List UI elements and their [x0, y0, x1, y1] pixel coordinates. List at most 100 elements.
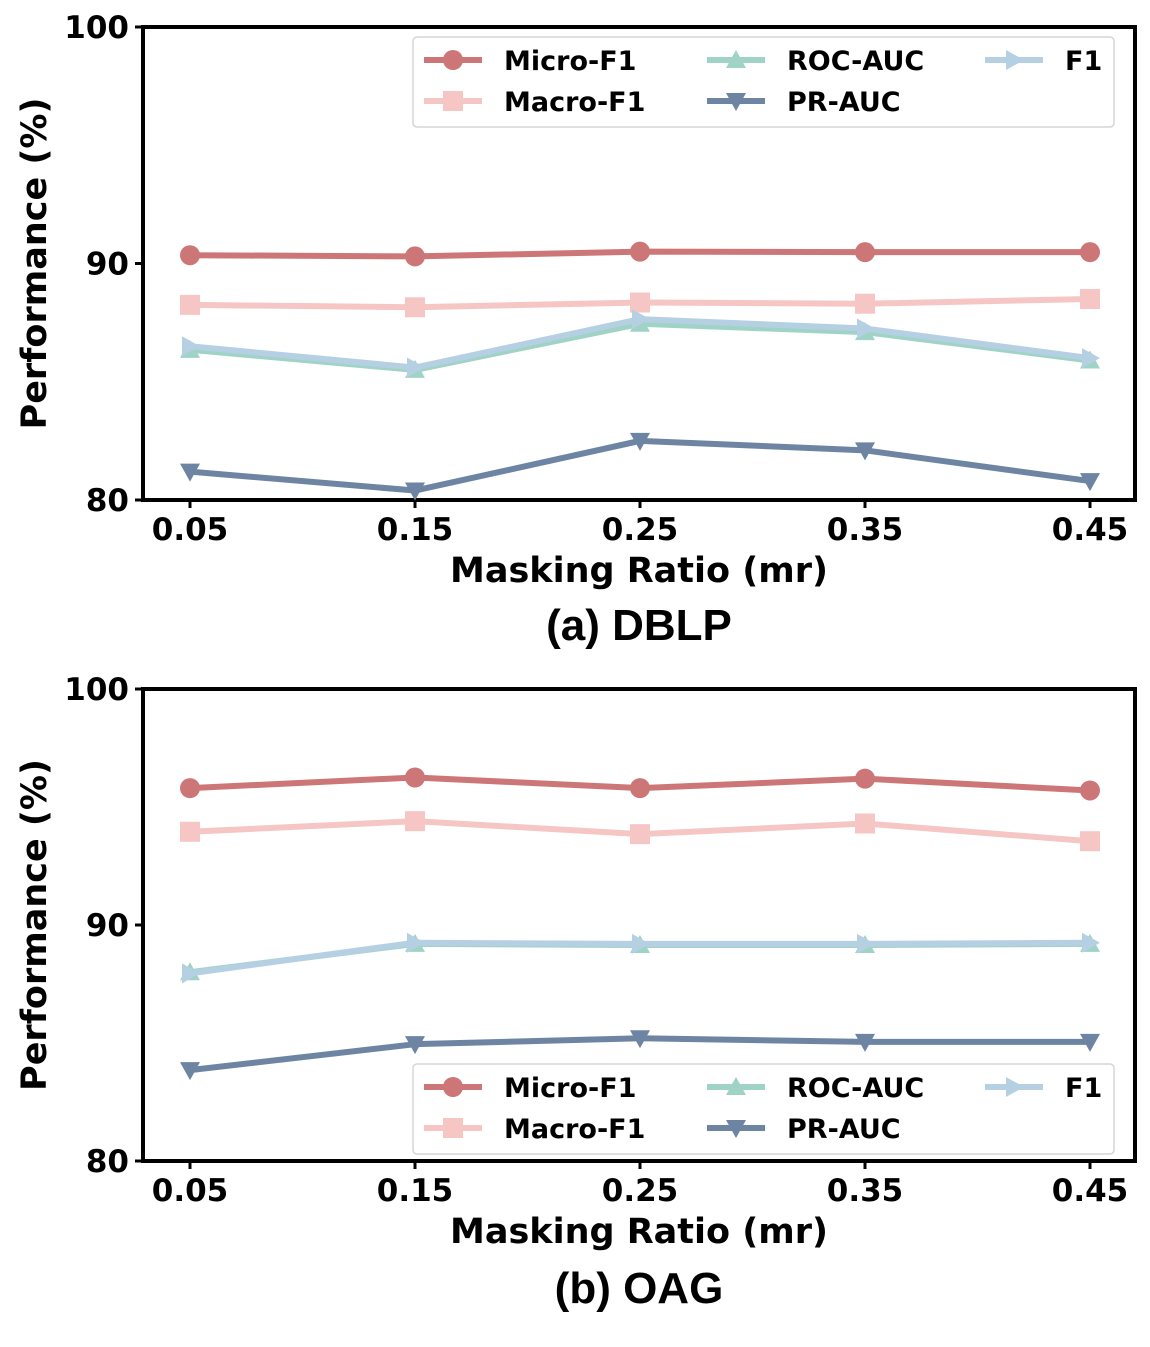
- y-tick-label: 80: [86, 1144, 129, 1180]
- data-point: [630, 778, 650, 799]
- legend-label: ROC-AUC: [787, 1073, 924, 1104]
- data-point: [405, 482, 425, 501]
- legend: Micro-F1 Macro-F1 ROC-AUC PR-AUC F1: [412, 36, 1115, 128]
- legend-entry: Micro-F1: [424, 1073, 636, 1104]
- data-point: [405, 1036, 425, 1055]
- data-point: [180, 463, 200, 482]
- legend-entry: Micro-F1: [424, 46, 636, 77]
- data-point: [1080, 780, 1100, 801]
- data-point: [180, 1062, 200, 1081]
- legend-entry: F1: [985, 46, 1102, 77]
- data-point: [855, 1033, 875, 1052]
- data-point: [1080, 242, 1100, 263]
- legend-entry: Macro-F1: [424, 1114, 645, 1145]
- legend-marker: [726, 93, 746, 111]
- data-point: [1082, 348, 1100, 369]
- series-micro-f1: [180, 241, 1100, 267]
- x-tick-label: 0.25: [602, 512, 679, 548]
- legend-marker: [443, 50, 463, 70]
- legend: Micro-F1 Macro-F1 ROC-AUC PR-AUC F1: [412, 1063, 1115, 1155]
- legend-marker: [443, 91, 463, 111]
- data-point: [405, 297, 425, 318]
- y-axis-label: Performance (%): [15, 759, 55, 1091]
- x-tick-label: 0.35: [827, 1173, 904, 1209]
- y-tick-label: 100: [64, 672, 129, 708]
- series-pr-auc: [180, 1030, 1100, 1081]
- y-tick-label: 90: [86, 247, 129, 283]
- legend-marker: [726, 50, 746, 68]
- legend-box: [412, 1063, 1115, 1155]
- data-point: [1080, 473, 1100, 492]
- x-tick-label: 0.35: [827, 512, 904, 548]
- legend-entry: F1: [985, 1073, 1102, 1104]
- y-tick-label: 100: [64, 10, 129, 46]
- series-macro-f1: [180, 811, 1100, 852]
- data-point: [407, 932, 425, 953]
- legend-marker: [443, 1118, 463, 1138]
- data-point: [1080, 831, 1100, 852]
- data-point: [407, 357, 425, 378]
- x-tick-label: 0.45: [1052, 1173, 1129, 1209]
- legend-label: Micro-F1: [504, 1073, 636, 1104]
- data-point: [182, 963, 200, 984]
- data-point: [180, 778, 200, 799]
- data-point: [632, 933, 650, 954]
- x-tick-label: 0.15: [377, 512, 454, 548]
- data-point: [855, 293, 875, 314]
- data-point: [857, 318, 875, 339]
- data-point: [855, 768, 875, 789]
- data-point: [630, 241, 650, 262]
- legend-entry: Macro-F1: [424, 87, 645, 118]
- legend-label: Macro-F1: [504, 87, 645, 118]
- data-point: [855, 813, 875, 834]
- data-point: [630, 292, 650, 313]
- data-point: [405, 246, 425, 267]
- data-point: [630, 1030, 650, 1049]
- legend-entry: ROC-AUC: [707, 1073, 924, 1104]
- data-point: [1080, 1033, 1100, 1052]
- x-tick-label: 0.05: [152, 1173, 229, 1209]
- series-f1: [182, 932, 1100, 984]
- data-point: [1080, 288, 1100, 309]
- data-point: [405, 811, 425, 832]
- legend-marker: [726, 1120, 746, 1138]
- legend-label: ROC-AUC: [787, 46, 924, 77]
- chart-caption: (b) OAG: [555, 1264, 724, 1313]
- data-point: [857, 933, 875, 954]
- series-macro-f1: [180, 288, 1100, 318]
- y-tick-label: 80: [86, 483, 129, 519]
- legend-label: Micro-F1: [504, 46, 636, 77]
- x-tick-label: 0.45: [1052, 512, 1129, 548]
- x-tick-label: 0.05: [152, 512, 229, 548]
- chart-panel-2: 80 90 100 0.05 0.15 0.25 0.35 0.45 Masking Ratio…: [15, 672, 1137, 1313]
- legend-label: F1: [1065, 46, 1102, 77]
- legend-entry: ROC-AUC: [707, 46, 924, 77]
- legend-entry: PR-AUC: [707, 1114, 901, 1145]
- x-tick-label: 0.15: [377, 1173, 454, 1209]
- data-point: [180, 245, 200, 266]
- legend-entry: PR-AUC: [707, 87, 901, 118]
- legend-label: Macro-F1: [504, 1114, 645, 1145]
- data-point: [180, 294, 200, 315]
- chart-caption: (a) DBLP: [546, 601, 732, 650]
- data-point: [182, 336, 200, 357]
- series-f1: [182, 309, 1100, 378]
- data-point: [632, 309, 650, 330]
- data-point: [1082, 932, 1100, 953]
- data-point: [405, 767, 425, 788]
- y-axis-label: Performance (%): [15, 98, 55, 430]
- legend-marker: [1006, 1077, 1024, 1097]
- series-pr-auc: [180, 432, 1100, 501]
- data-point: [180, 821, 200, 842]
- data-point: [630, 432, 650, 451]
- x-axis-label: Masking Ratio (mr): [450, 551, 828, 591]
- data-point: [855, 242, 875, 263]
- x-tick-label: 0.25: [602, 1173, 679, 1209]
- legend-label: PR-AUC: [787, 87, 901, 118]
- legend-marker: [1006, 50, 1024, 70]
- legend-marker: [726, 1077, 746, 1095]
- chart-panel-1: 80 90 100 0.05 0.15 0.25 0.35 0.45 Masking Ratio…: [15, 10, 1137, 650]
- legend-label: PR-AUC: [787, 1114, 901, 1145]
- x-axis-label: Masking Ratio (mr): [450, 1212, 828, 1252]
